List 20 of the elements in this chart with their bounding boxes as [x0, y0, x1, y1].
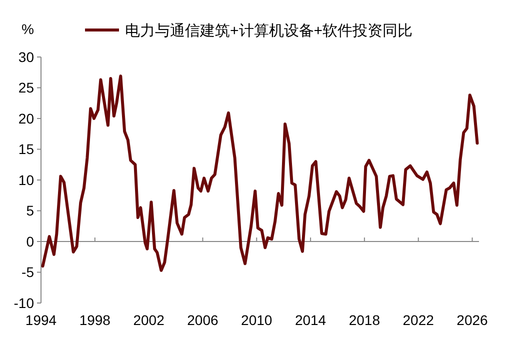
y-tick-label: 10 [18, 172, 34, 188]
x-tick-label: 2014 [294, 312, 326, 328]
y-tick-label: 5 [26, 202, 34, 219]
y-tick-label: 0 [26, 233, 34, 250]
y-axis-title: % [22, 20, 34, 37]
legend-label: 电力与通信建筑+计算机设备+软件投资同比 [125, 22, 413, 40]
y-tick-label: -10 [14, 294, 34, 311]
x-tick-label: 2018 [348, 312, 380, 328]
y-tick-label: -5 [22, 264, 34, 280]
x-tick-label: 2026 [456, 312, 488, 328]
x-tick-label: 1994 [25, 312, 57, 328]
x-tick-label: 2002 [133, 312, 165, 328]
y-tick-label: 30 [18, 48, 34, 65]
x-tick-label: 2006 [187, 312, 219, 328]
y-tick-label: 25 [18, 80, 34, 96]
y-tick-label: 15 [18, 141, 34, 158]
x-tick-label: 1998 [79, 312, 111, 328]
x-tick-label: 2010 [241, 312, 272, 328]
y-tick-label: 20 [18, 110, 34, 126]
x-tick-label: 2022 [402, 312, 434, 328]
